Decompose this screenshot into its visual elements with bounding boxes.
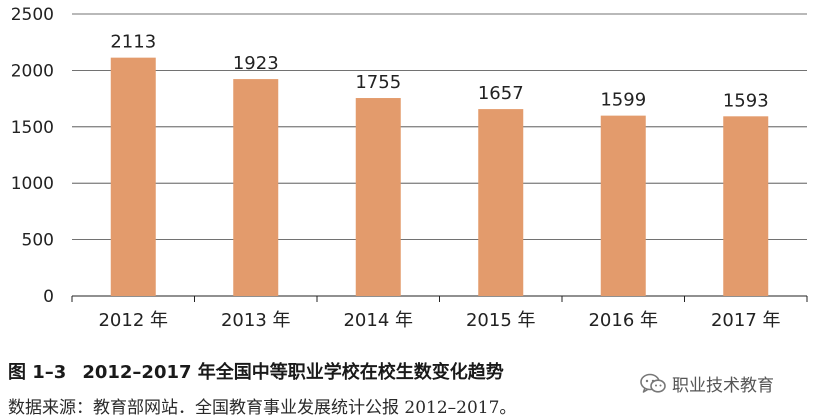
bar [110,57,156,297]
data-label: 1923 [233,53,279,74]
data-label: 1755 [355,72,401,93]
x-tick-label: 2016 年 [588,310,658,331]
watermark: 职业技术教育 [640,371,774,396]
wechat-icon [640,373,666,393]
data-label: 1599 [600,90,646,111]
x-tick-label: 2012 年 [98,310,168,331]
y-tick-label: 0 [43,287,54,307]
watermark-text: 职业技术教育 [672,376,774,396]
x-tick-label: 2017 年 [711,310,781,331]
figure-title: 2012–2017 年全国中等职业学校在校生数变化趋势 [82,362,504,383]
bar-chart: 0 500 1000 1500 2000 2500 2113 2012 年 1923 2013 年… [11,5,808,331]
y-tick-label: 500 [22,231,54,251]
y-tick-label: 1000 [11,174,54,194]
figure-caption: 图 1–3 2012–2017 年全国中等职业学校在校生数变化趋势 [8,358,504,384]
data-source-note: 数据来源：教育部网站．全国教育事业发展统计公报 2012–2017。 [8,398,517,418]
y-tick-label: 2500 [11,5,54,25]
data-label: 2113 [110,32,156,53]
data-label: 1657 [478,83,524,104]
bar [233,79,279,296]
x-tick-label: 2015 年 [466,310,536,331]
y-tick-label: 2000 [11,61,54,81]
bar [723,116,769,296]
x-tick-label: 2014 年 [343,310,413,331]
y-tick-label: 1500 [11,118,54,138]
bar [600,115,646,296]
bar [355,98,401,296]
x-tick-label: 2013 年 [221,310,291,331]
bar [478,109,524,297]
figure-number: 图 1–3 [8,362,67,383]
data-label: 1593 [723,90,769,111]
